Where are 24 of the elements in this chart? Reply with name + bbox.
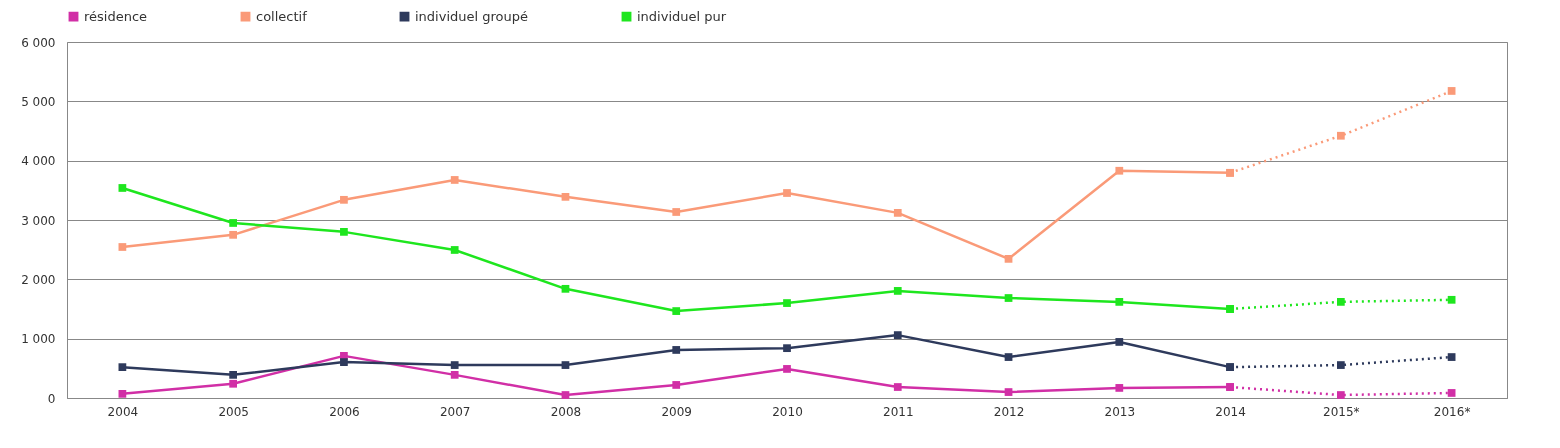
x-tick-label: 2004 [107,404,139,419]
x-tick-label: 2011 [883,404,914,419]
legend-label: individuel pur [637,8,727,24]
x-tick-label: 2014 [1215,404,1246,419]
x-tick-label: 2009 [661,404,692,419]
legend-label: individuel groupé [415,8,529,24]
x-tick-label: 2015* [1323,404,1360,419]
x-tick-label: 2008 [550,404,582,419]
y-tick-label: 5 000 [21,94,56,109]
y-tick-label: 2 000 [21,272,56,287]
x-tick-label: 2005 [218,404,249,419]
y-tick-label: 6 000 [21,35,56,50]
x-tick-label: 2006 [329,404,360,419]
x-tick-label: 2010 [772,404,803,419]
y-tick-label: 1 000 [21,332,56,347]
x-tick-label: 2012 [993,404,1025,419]
x-tick-label: 2016* [1433,404,1471,419]
y-tick-label: 0 [47,391,56,406]
legend-label: collectif [256,8,308,24]
x-tick-label: 2007 [439,404,471,419]
y-tick-label: 4 000 [21,154,56,169]
y-tick-label: 3 000 [21,213,56,228]
legend-label: résidence [84,8,148,24]
x-tick-label: 2013 [1104,404,1136,419]
